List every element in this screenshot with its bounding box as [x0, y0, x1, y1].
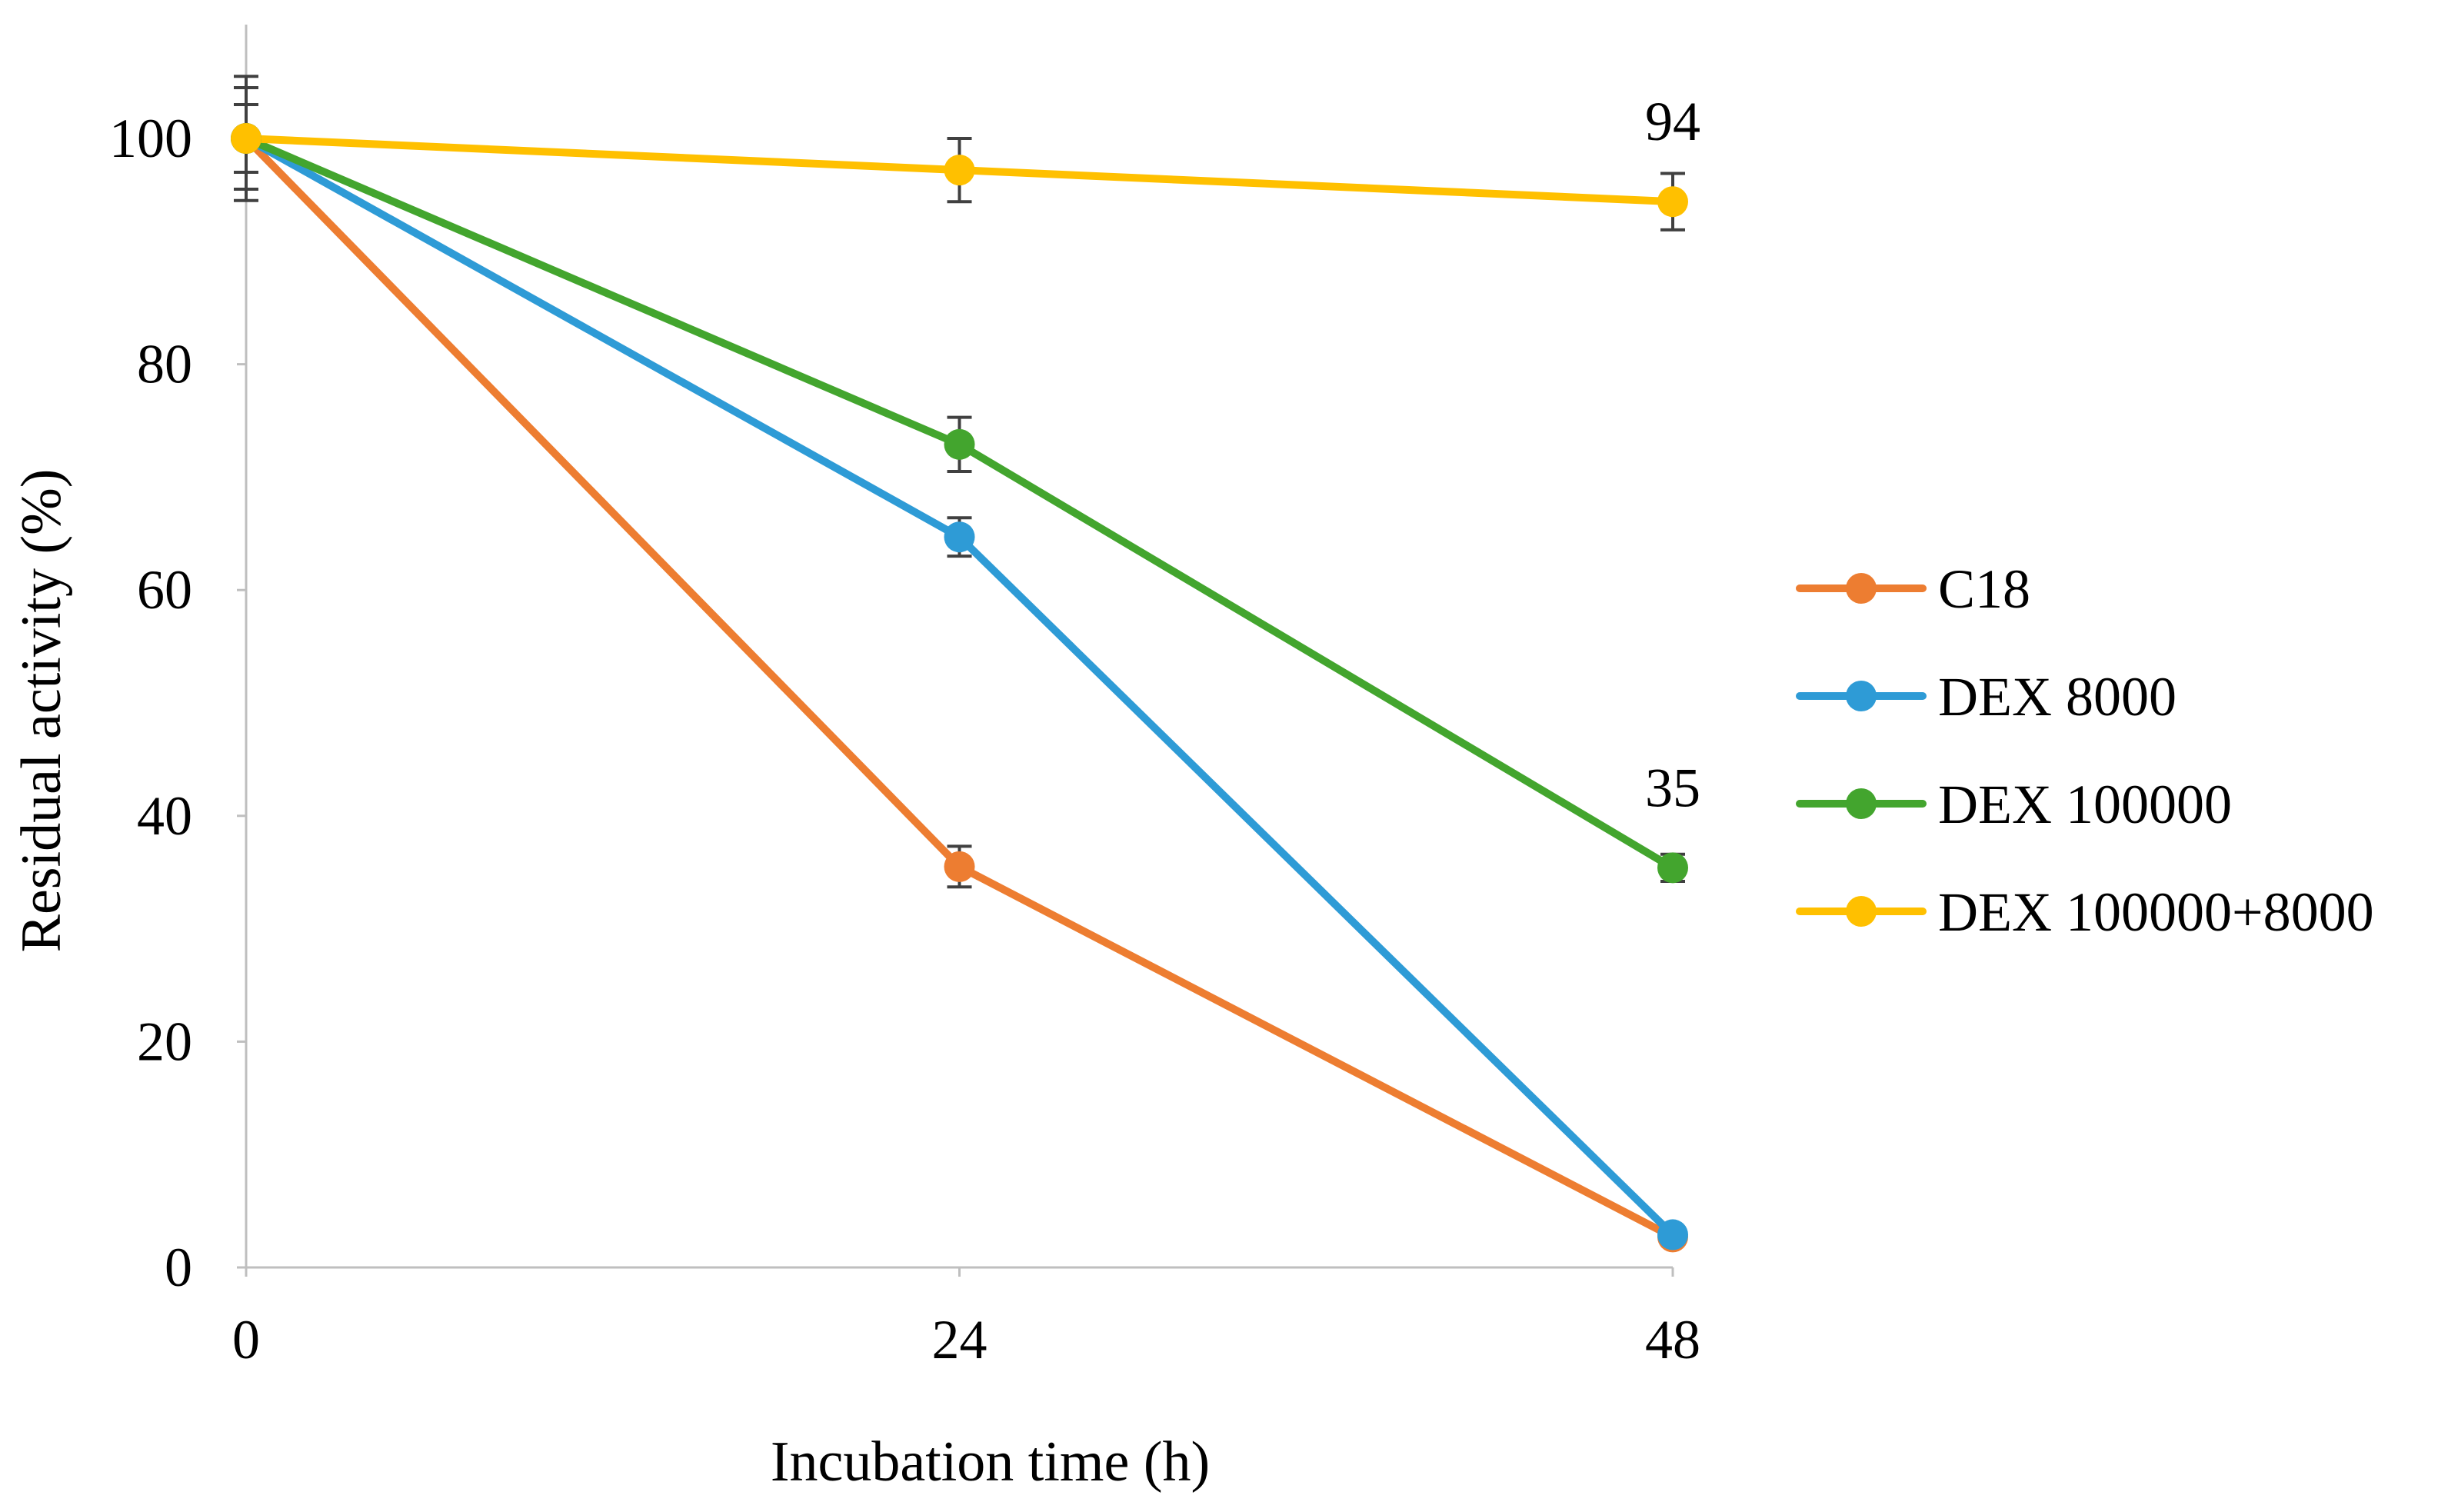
legend-swatch-marker	[1846, 573, 1877, 604]
data-label: 94	[1645, 91, 1700, 152]
data-point	[944, 851, 975, 882]
y-tick-label: 100	[109, 108, 192, 169]
legend: C18 DEX 8000 DEX 100000 DEX 100000+8000	[1796, 558, 2374, 943]
series-line-c18	[242, 135, 1677, 1241]
legend-label: DEX 100000	[1938, 774, 2232, 835]
y-tick-label: 20	[137, 1011, 192, 1072]
x-tick-label: 24	[932, 1309, 988, 1370]
series-line-dex-8000	[242, 135, 1677, 1239]
legend-item: DEX 100000+8000	[1796, 881, 2374, 943]
y-axis-title: Residual activity (%)	[10, 469, 73, 953]
series-line-dex-100000	[242, 135, 1677, 872]
x-axis-title: Incubation time (h)	[771, 1430, 1210, 1494]
legend-label: DEX 8000	[1938, 666, 2177, 728]
data-point	[1657, 1219, 1688, 1251]
y-tick-label: 80	[137, 334, 192, 395]
data-point	[944, 428, 975, 460]
legend-swatch-marker	[1846, 788, 1877, 819]
annotations-group: 94 35	[1645, 91, 1700, 818]
data-point	[231, 123, 261, 154]
legend-swatch-marker	[1846, 681, 1877, 711]
x-tick-label: 0	[232, 1309, 260, 1370]
data-point	[1657, 186, 1688, 218]
axes-group: 0 20 40 60 80 100 0 24 48	[109, 25, 1700, 1370]
legend-item: DEX 100000	[1796, 774, 2232, 835]
y-tick-label: 0	[165, 1237, 192, 1298]
legend-item: DEX 8000	[1796, 666, 2177, 728]
data-point	[944, 521, 975, 553]
legend-item: C18	[1796, 558, 2030, 620]
series-lines-group	[242, 135, 1677, 1241]
legend-swatch-marker	[1846, 896, 1877, 927]
data-point	[944, 155, 975, 186]
legend-label: DEX 100000+8000	[1938, 881, 2374, 943]
y-tick-label: 60	[137, 559, 192, 621]
data-points-group	[231, 123, 1688, 1253]
data-label: 35	[1645, 757, 1700, 818]
data-point	[1657, 852, 1688, 884]
y-tick-label: 40	[137, 785, 192, 847]
x-tick-label: 48	[1645, 1309, 1700, 1370]
legend-label: C18	[1938, 558, 2030, 620]
